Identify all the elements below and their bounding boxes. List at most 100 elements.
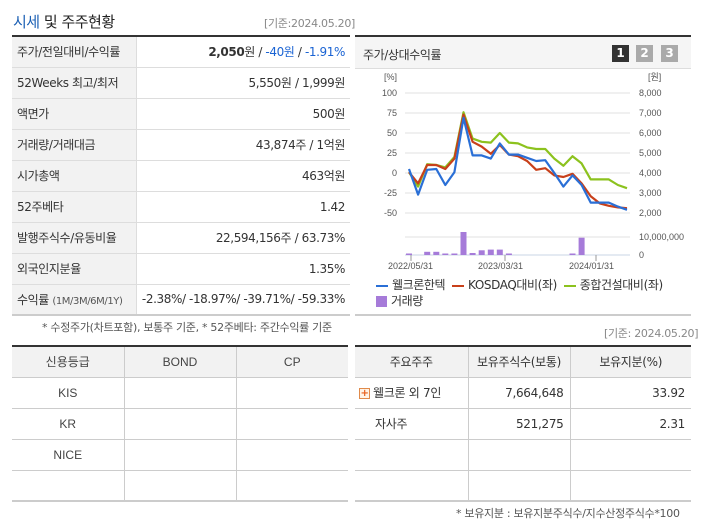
volume-bar [578, 237, 585, 255]
price-unit: 원 [244, 45, 255, 60]
section-title: 시세 및 주주현황 [13, 11, 115, 32]
chart-header: 주가/상대수익률 1 2 3 [355, 37, 691, 69]
pct-cell [569, 439, 691, 471]
x-tick-label: 2022/05/31 [388, 261, 434, 271]
volume-bar [496, 249, 503, 255]
bond-cell [123, 408, 236, 440]
price-relative-return-chart: [%] 100 75 50 25 0 -25 -50 [원] 8,000 7,0… [382, 72, 684, 261]
holder-name-cell: 자사주 [355, 408, 468, 440]
row-label: 거래량/거래대금 [12, 129, 137, 161]
row-value: 5,550원 / 1,999원 [136, 67, 350, 99]
svg-text:10,000,000: 10,000,000 [639, 232, 684, 242]
svg-text:5,000: 5,000 [639, 148, 662, 158]
row-label: 주가/전일대비/수익률 [12, 36, 137, 68]
cp-cell [235, 408, 348, 440]
volume-bar [487, 249, 494, 255]
price-info-table: 주가/전일대비/수익률 2,050원 / -40원 / -1.91% 52Wee… [12, 35, 350, 316]
legend-line-icon [376, 284, 388, 287]
chart-legend: 웰크론한텍 KOSDAQ대비(좌) 종합건설대비(좌) [376, 276, 663, 293]
x-tick-label: 2024/01/31 [569, 261, 615, 271]
chart-page-2-button[interactable]: 2 [636, 45, 653, 62]
row-value: 43,874주 / 1억원 [136, 129, 350, 161]
legend-item-volume[interactable]: 거래량 [376, 292, 423, 309]
column-header: 신용등급 [12, 346, 124, 378]
table-row [355, 470, 691, 502]
legend-item-kosdaq[interactable]: KOSDAQ대비(좌) [452, 278, 557, 292]
table-row: 자사주 521,275 2.31 [355, 408, 691, 440]
row-value: 22,594,156주 / 63.73% [136, 222, 350, 254]
svg-text:100: 100 [382, 88, 397, 98]
column-header: 주요주주 [355, 346, 468, 378]
row-label: 수익률 (1M/3M/6M/1Y) [12, 284, 137, 316]
holder-name-cell [355, 439, 468, 471]
cp-cell [235, 470, 348, 502]
x-axis-ticks [410, 255, 597, 261]
major-shareholders-table: 주요주주 보유주식수(보통) 보유지분(%) + 웰크론 외 7인 7,664,6… [355, 345, 691, 502]
row-value: -2.38%/ -18.97%/ -39.71%/ -59.33% [136, 284, 350, 316]
legend-line-icon [452, 284, 465, 287]
table-row: 거래량/거래대금 43,874주 / 1억원 [12, 129, 350, 161]
svg-text:4,000: 4,000 [639, 168, 662, 178]
table-row: 발행주식수/유동비율 22,594,156주 / 63.73% [12, 222, 350, 254]
legend-label: 웰크론한텍 [392, 278, 446, 292]
legend-label: KOSDAQ대비(좌) [468, 278, 557, 292]
holders-footnote: * 보유지분 : 보유지분주식수/지수산정주식수*100 [456, 507, 680, 520]
legend-item-stock[interactable]: 웰크론한텍 [376, 278, 446, 292]
svg-text:[%]: [%] [384, 72, 397, 82]
svg-text:3,000: 3,000 [639, 188, 662, 198]
table-row [355, 439, 691, 471]
volume-bar [406, 253, 412, 255]
chart-page-3-button[interactable]: 3 [661, 45, 678, 62]
table-row: 수익률 (1M/3M/6M/1Y) -2.38%/ -18.97%/ -39.71… [12, 284, 350, 316]
volume-bar [424, 251, 431, 255]
bond-cell [123, 470, 236, 502]
svg-text:0: 0 [639, 250, 644, 260]
legend-item-sector[interactable]: 종합건설대비(좌) [563, 278, 663, 292]
separator: / [294, 45, 305, 60]
svg-text:50: 50 [387, 128, 397, 138]
row-label-sub: (1M/3M/6M/1Y) [52, 295, 123, 307]
volume-bar [433, 251, 440, 255]
svg-text:6,000: 6,000 [639, 128, 662, 138]
chart-panel: 주가/상대수익률 1 2 3 [355, 35, 691, 315]
change-value: -40원 [265, 45, 295, 60]
holder-name-cell: + 웰크론 외 7인 [355, 377, 468, 409]
agency-cell: KIS [12, 377, 124, 409]
column-header: BOND [123, 346, 236, 378]
volume-bar [460, 232, 467, 255]
svg-text:0: 0 [392, 168, 397, 178]
chart-bottom-divider [355, 314, 691, 316]
row-label: 52주베타 [12, 191, 137, 223]
agency-cell: KR [12, 408, 124, 440]
table-row: 시가총액 463억원 [12, 160, 350, 192]
pct-cell [569, 470, 691, 502]
svg-text:-50: -50 [384, 208, 397, 218]
shares-cell [467, 439, 570, 471]
table-row: KIS [12, 377, 348, 409]
shares-cell [467, 470, 570, 502]
legend-label: 거래량 [391, 294, 423, 308]
row-value: 2,050원 / -40원 / -1.91% [136, 36, 350, 68]
credit-rating-table: 신용등급 BOND CP KIS KR NICE [12, 345, 348, 502]
svg-text:7,000: 7,000 [639, 108, 662, 118]
expand-plus-icon[interactable]: + [359, 388, 370, 399]
holder-name[interactable]: 웰크론 외 7인 [373, 386, 442, 400]
volume-bar [478, 250, 485, 255]
table-row: KR [12, 408, 348, 440]
row-label: 외국인지분율 [12, 253, 137, 285]
as-of-date: [기준:2024.05.20] [264, 17, 356, 30]
volume-bar [451, 253, 458, 255]
table-row: + 웰크론 외 7인 7,664,648 33.92 [355, 377, 691, 409]
series-line-kosdaq [408, 113, 628, 210]
left-axis: [%] 100 75 50 25 0 -25 -50 [382, 72, 397, 218]
cp-cell [235, 439, 348, 471]
row-value: 500원 [136, 98, 350, 130]
agency-cell: NICE [12, 439, 124, 471]
svg-text:-25: -25 [384, 188, 397, 198]
row-label-main: 수익률 [17, 292, 49, 307]
chart-title: 주가/상대수익률 [363, 48, 442, 62]
shares-cell: 521,275 [467, 408, 570, 440]
table-row: 주가/전일대비/수익률 2,050원 / -40원 / -1.91% [12, 36, 350, 68]
table-row [12, 470, 348, 502]
chart-page-1-button[interactable]: 1 [612, 45, 629, 62]
